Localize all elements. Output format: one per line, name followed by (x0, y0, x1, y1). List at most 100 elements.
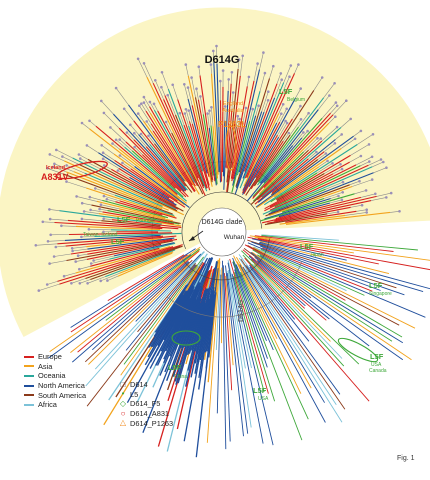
branch (117, 252, 173, 277)
legend-region-label: Oceania (38, 371, 66, 381)
tip-stem (103, 195, 120, 202)
branch (73, 171, 169, 211)
tip-marker (297, 63, 300, 66)
branch (87, 237, 175, 250)
tip-stem (78, 253, 88, 256)
tip-stem (101, 145, 115, 155)
tip-marker (339, 163, 342, 166)
branch (198, 286, 215, 390)
tip-stem (231, 92, 234, 111)
tip-stem (330, 105, 338, 114)
l5f-belgium-mutation: L5F (279, 87, 293, 96)
branch (276, 173, 325, 202)
branch (253, 151, 304, 202)
tip-marker (152, 102, 156, 106)
branch (154, 284, 188, 333)
legend-swatch (24, 394, 34, 397)
lower-arc-2 (167, 260, 303, 318)
tip-stem (376, 192, 392, 197)
tip-stem (323, 192, 343, 199)
branch (270, 172, 318, 203)
tip-marker (100, 144, 103, 147)
legend-swatch (24, 374, 34, 377)
branch (174, 298, 202, 382)
tip-stem (321, 126, 338, 142)
branch (102, 199, 169, 219)
tip-marker (48, 153, 52, 156)
branch (64, 234, 161, 241)
branch (57, 235, 164, 245)
branch (102, 211, 174, 225)
branch (197, 99, 214, 181)
tip-stem (255, 105, 259, 116)
branch (263, 114, 334, 188)
branch (242, 97, 297, 195)
tip-stem (90, 209, 103, 213)
tip-stem (209, 110, 212, 126)
tip-marker (353, 137, 357, 141)
branch (167, 88, 208, 192)
tip-marker (187, 109, 190, 112)
tip-marker (237, 58, 241, 61)
branch (153, 109, 196, 183)
branch (159, 286, 200, 376)
branch (233, 255, 302, 394)
tip-marker (122, 107, 126, 111)
branch (90, 245, 183, 281)
branch (259, 109, 319, 184)
branch (119, 251, 174, 274)
tip-stem (84, 211, 99, 214)
l5f-taiwan-place: Taiwan, Iceland (83, 232, 118, 238)
tip-stem (47, 281, 58, 285)
branch (197, 294, 212, 362)
branch (244, 244, 346, 301)
tip-marker (289, 64, 293, 67)
tip-stem (216, 45, 218, 64)
tip-marker (142, 95, 146, 99)
tip-stem (165, 121, 172, 134)
tip-stem (62, 156, 80, 165)
branch (255, 135, 354, 208)
branch (250, 149, 309, 205)
tip-stem (71, 278, 86, 284)
branch (129, 176, 177, 206)
tip-marker (281, 103, 285, 106)
branch (227, 270, 252, 428)
tip-stem (155, 80, 164, 100)
tip-marker (70, 282, 73, 285)
branch (247, 242, 426, 318)
branch (163, 284, 199, 360)
branch (147, 290, 188, 358)
branch (261, 235, 418, 251)
branch (249, 266, 310, 342)
tip-marker (125, 131, 129, 134)
tip-stem (49, 154, 65, 162)
tip-stem (242, 107, 247, 123)
branch (155, 288, 195, 366)
tip-marker (320, 76, 324, 79)
tip-marker (345, 99, 348, 102)
tip-stem (371, 197, 387, 201)
tip-marker (336, 210, 340, 214)
tip-marker (364, 189, 368, 192)
branch (133, 139, 189, 198)
tip-marker (316, 137, 319, 140)
legend-marker-item: • L5 (118, 390, 228, 400)
tip-marker (337, 194, 340, 198)
legend-region-label: Europe (38, 352, 62, 362)
branch (235, 111, 263, 189)
branch (59, 244, 183, 285)
tip-marker (166, 93, 169, 97)
tip-marker (100, 99, 103, 103)
branch (91, 261, 190, 351)
tip-stem (357, 134, 374, 145)
tip-marker (82, 210, 86, 213)
branch (226, 110, 233, 169)
branch (96, 200, 166, 219)
branch (166, 285, 203, 382)
branch (232, 260, 303, 441)
branch (261, 195, 377, 224)
tip-marker (272, 64, 275, 68)
tip-stem (210, 64, 212, 74)
tip-marker (333, 142, 337, 145)
